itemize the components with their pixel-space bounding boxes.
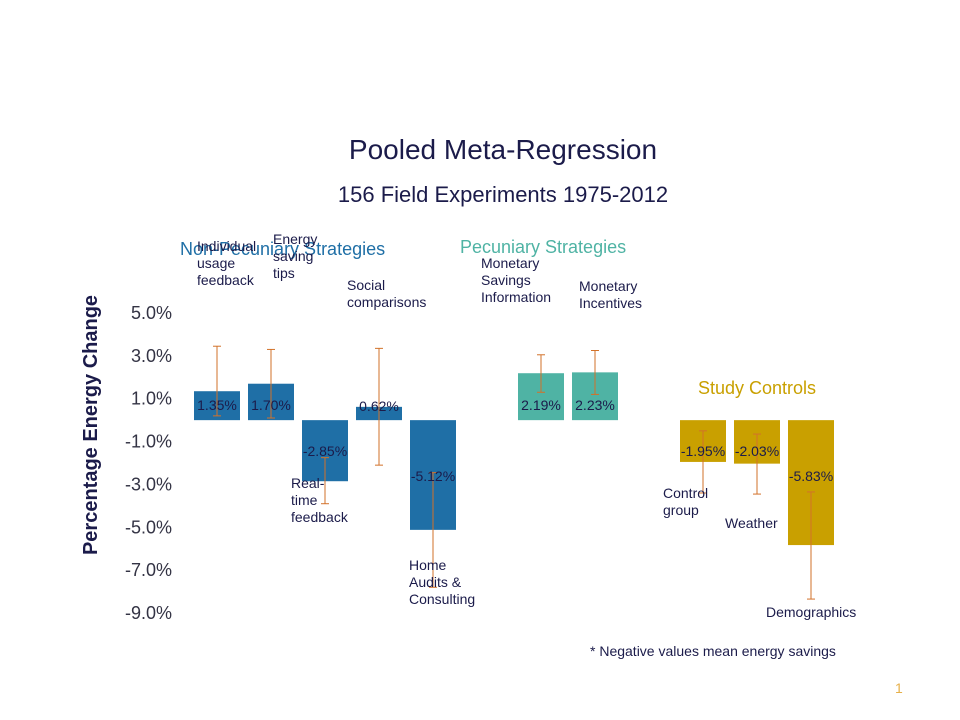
- category-label: Home Audits & Consulting: [409, 557, 475, 607]
- y-tick-label: -7.0%: [125, 560, 172, 580]
- error-bar: [591, 350, 599, 395]
- error-bar: [807, 491, 815, 600]
- category-label: Monetary Savings Information: [481, 255, 551, 305]
- category-label: Monetary Incentives: [579, 278, 642, 311]
- y-tick-label: -1.0%: [125, 432, 172, 452]
- chart-subtitle: 156 Field Experiments 1975-2012: [338, 182, 668, 207]
- value-labels: 1.35% 1.70% -2.85% 0.62% -5.12% 2.19% 2.23% -1.…: [197, 397, 833, 484]
- page-number: 1: [895, 680, 903, 696]
- error-bar: [429, 472, 437, 588]
- value-label: -2.03%: [735, 443, 779, 459]
- value-label: 2.23%: [575, 397, 615, 413]
- y-tick-label: -3.0%: [125, 474, 172, 494]
- y-tick-label: 3.0%: [131, 346, 172, 366]
- category-label: Social comparisons: [347, 277, 426, 310]
- chart-title: Pooled Meta-Regression: [349, 134, 657, 165]
- y-tick-label: 1.0%: [131, 389, 172, 409]
- value-label: -5.83%: [789, 468, 833, 484]
- error-bars: [213, 345, 815, 600]
- y-axis-label: Percentage Energy Change: [80, 295, 102, 555]
- error-bar: [537, 354, 545, 393]
- error-bar: [321, 457, 329, 505]
- y-tick-label: -9.0%: [125, 603, 172, 623]
- y-tick-label: -5.0%: [125, 517, 172, 537]
- category-label: Demographics: [766, 604, 856, 620]
- error-bar: [699, 430, 707, 494]
- category-labels: Individual usage feedback Energy saving tips R…: [197, 231, 856, 620]
- value-label: 2.19%: [521, 397, 561, 413]
- error-bar: [213, 345, 221, 417]
- category-label: Control group: [663, 485, 708, 518]
- group-label-pecuniary: Pecuniary Strategies: [460, 237, 626, 257]
- value-label: 1.35%: [197, 397, 237, 413]
- value-label: 1.70%: [251, 397, 291, 413]
- group-label-study-controls: Study Controls: [698, 378, 816, 398]
- error-bar: [267, 348, 275, 419]
- footnote: * Negative values mean energy savings: [590, 643, 836, 659]
- category-label: Energy saving tips: [273, 231, 317, 281]
- category-label: Real-time feedback: [291, 475, 349, 525]
- category-label: Weather: [725, 515, 778, 531]
- y-axis-ticks: 5.0% 3.0% 1.0% -1.0% -3.0% -5.0% -7.0% -9.0%: [125, 303, 172, 623]
- value-label: -5.12%: [411, 468, 455, 484]
- y-tick-label: 5.0%: [131, 303, 172, 323]
- value-label: 0.62%: [359, 398, 399, 414]
- error-bar: [753, 433, 761, 495]
- group-label-non-pecuniary: Non-Pecuniary Strategies: [180, 239, 385, 259]
- category-label: Individual usage feedback: [197, 238, 256, 288]
- value-label: -1.95%: [681, 443, 725, 459]
- value-label: -2.85%: [303, 443, 347, 459]
- error-bar: [375, 347, 383, 466]
